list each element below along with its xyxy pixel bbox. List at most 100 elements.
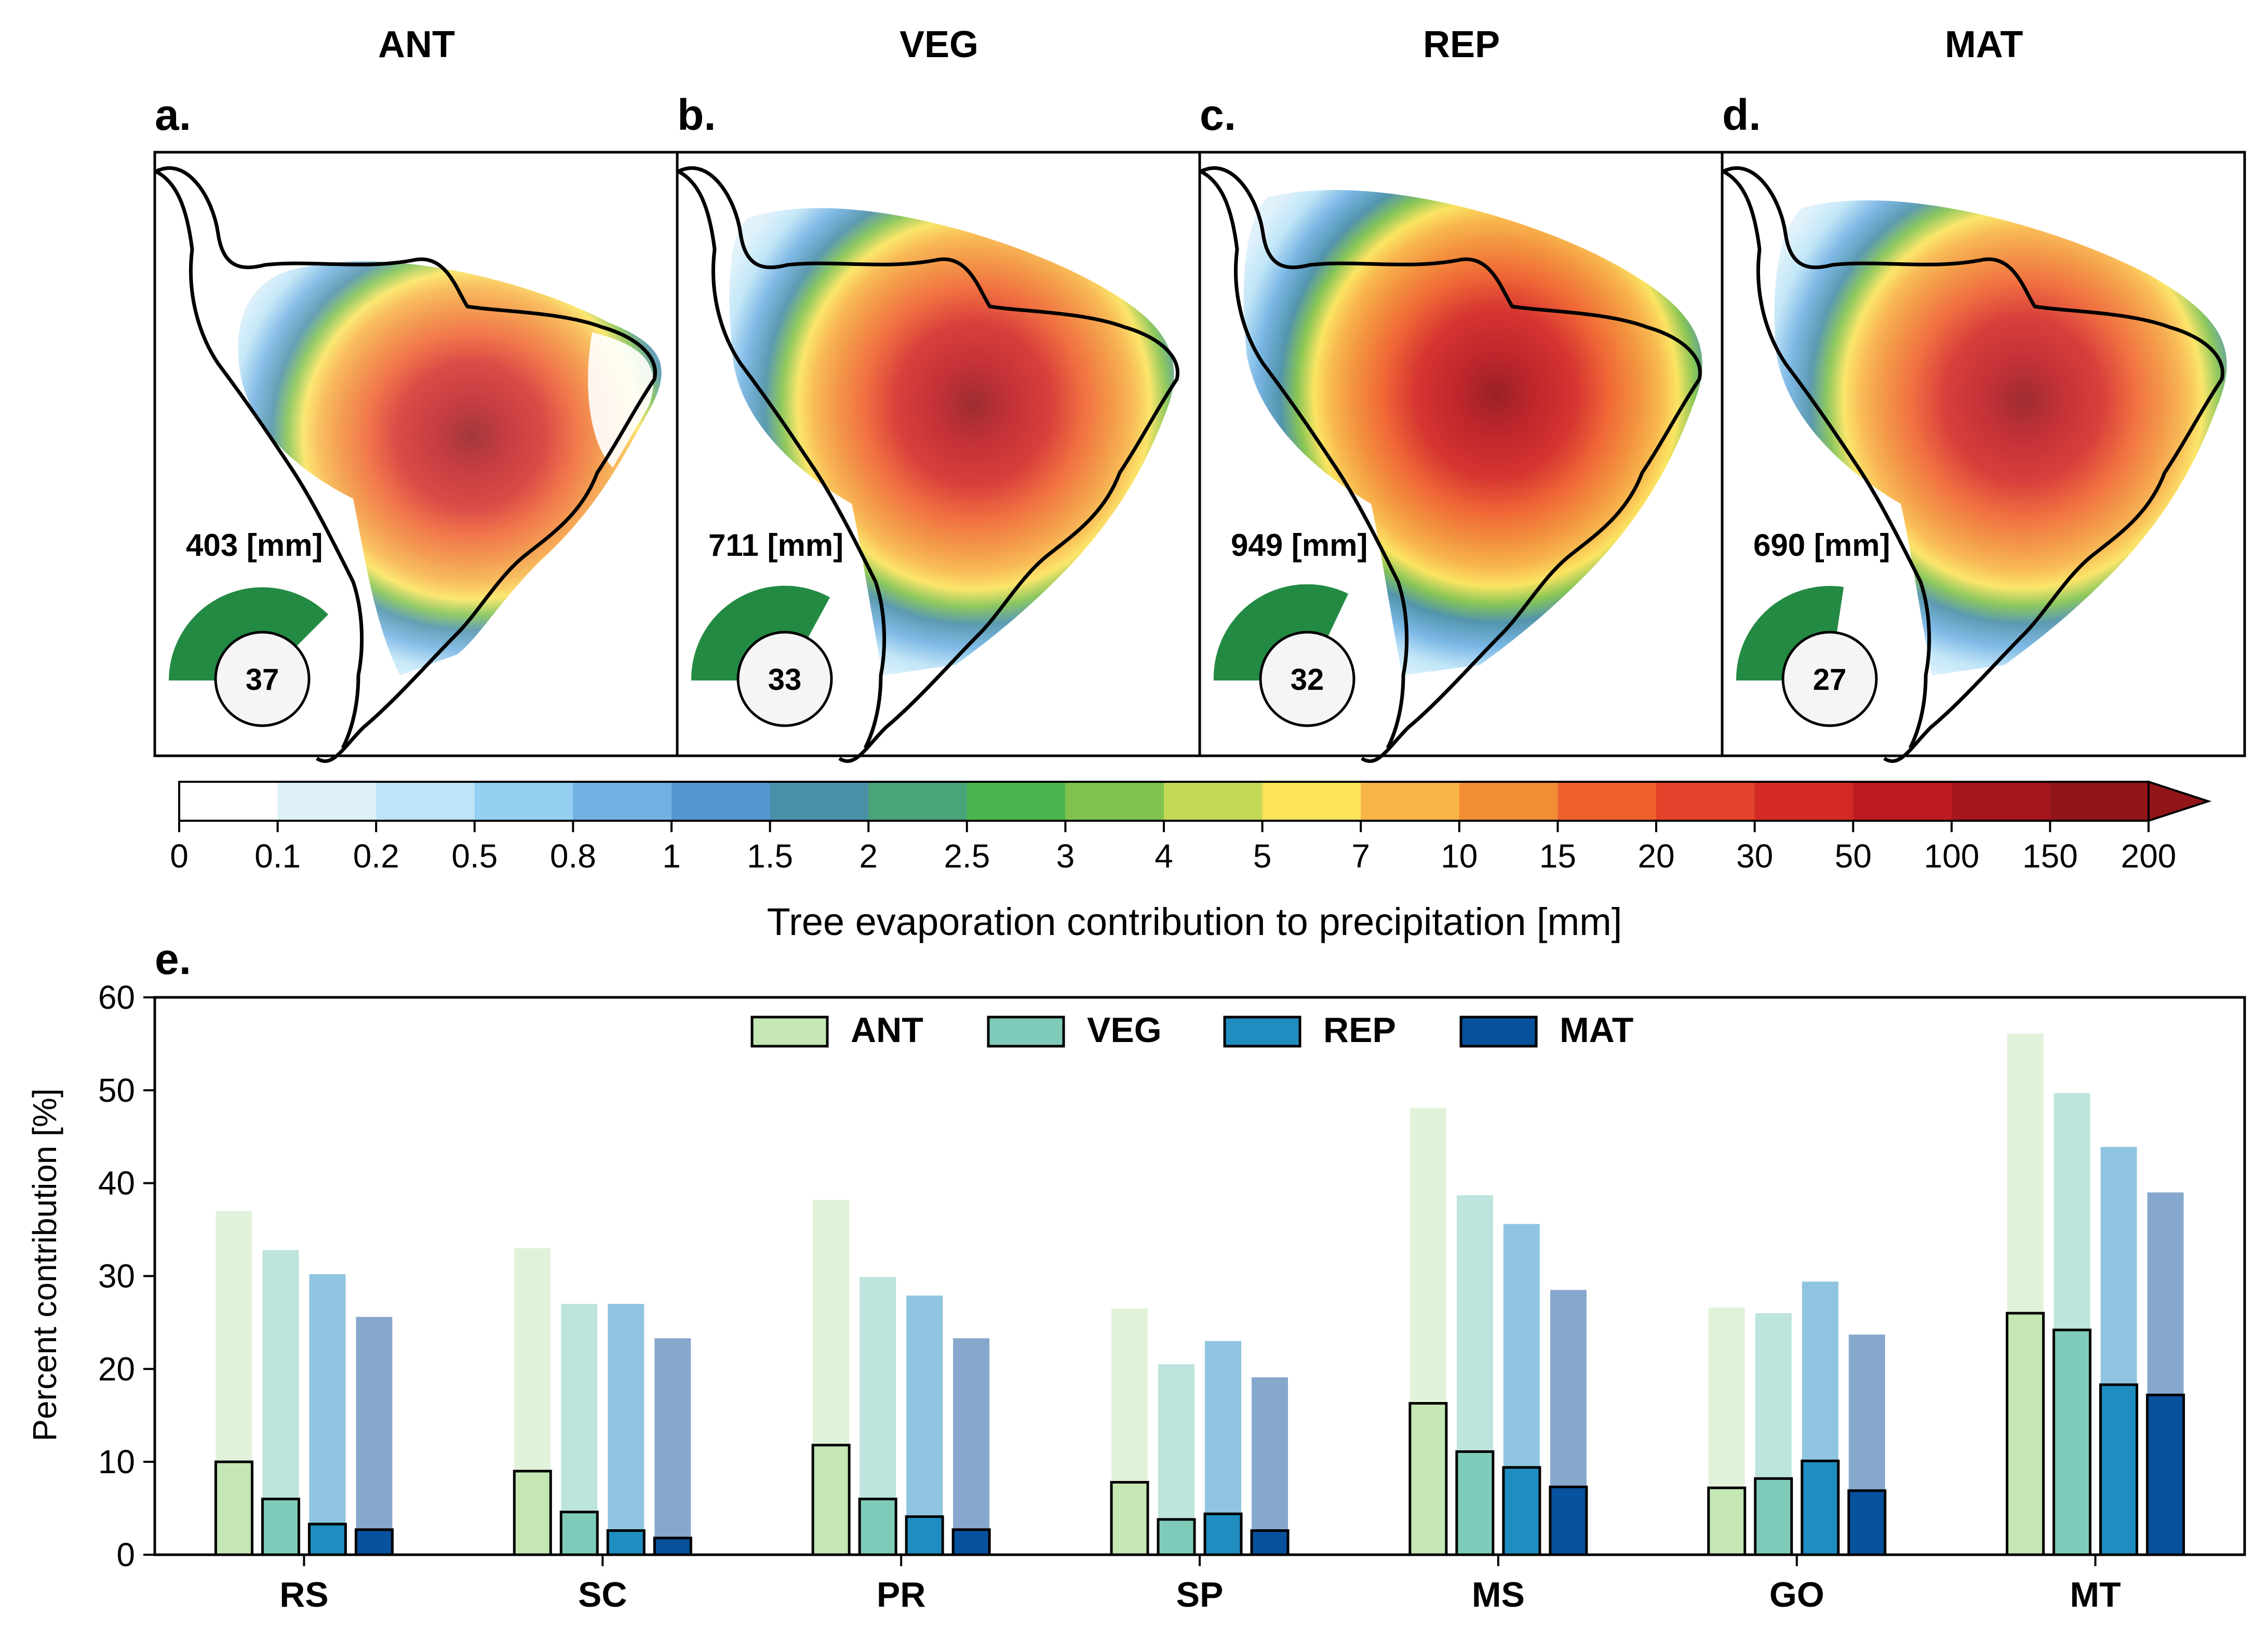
bar-veg	[1455, 1450, 1495, 1556]
plot-frame	[153, 996, 2246, 1556]
legend-label-ant: ANT	[851, 1010, 923, 1050]
map-panel-veg: VEG b. 711 [mm] 33	[676, 24, 1201, 763]
bar-mat	[1250, 1529, 1290, 1556]
y-tick-label: 30	[98, 1258, 135, 1295]
y-tick-label: 0	[116, 1536, 135, 1573]
y-axis-label: Percent contribution [%]	[26, 1088, 63, 1441]
percent-label: 32	[1291, 663, 1324, 697]
map-heat-area	[1243, 190, 1702, 675]
colorbar-tick-label: 0.1	[254, 837, 301, 875]
colorbar-swatch	[1558, 782, 1657, 821]
map-coastline	[1200, 166, 1702, 763]
colorbar-swatch	[1754, 782, 1854, 821]
colorbar-label: Tree evaporation contribution to precipi…	[767, 900, 1622, 943]
x-tick-label: SC	[578, 1575, 627, 1614]
bar-ant	[811, 1444, 851, 1556]
colorbar-tick-label: 7	[1351, 837, 1370, 875]
bar-rep	[1801, 1459, 1840, 1556]
colorbar-extend-arrow	[2148, 780, 2212, 822]
bar-mat	[653, 1537, 692, 1556]
bar-mat	[1847, 1489, 1887, 1556]
colorbar-swatch	[474, 782, 573, 821]
legend-label-mat: MAT	[1560, 1010, 1633, 1050]
colorbar-swatches	[178, 780, 2212, 822]
bar-rep	[606, 1529, 646, 1556]
bar-veg	[1754, 1477, 1793, 1556]
colorbar-tick-label: 5	[1253, 837, 1272, 875]
total-label: 403 [mm]	[186, 528, 323, 563]
colorbar-ticks: 0 0.1 0.2 0.5 0.8 1 1.5 2 2.5 3 4 5 7 10 15 20 30 50 100 15…	[170, 821, 2176, 875]
bar-veg	[1157, 1518, 1196, 1556]
y-axis-ticks: 0 10 20 30 40 50 60	[98, 979, 155, 1573]
colorbar-tick-label: 150	[2022, 837, 2078, 875]
colorbar-tick-label: 50	[1835, 837, 1872, 875]
percent-label: 37	[246, 663, 279, 697]
legend-swatch-ant	[750, 1016, 829, 1048]
map-title: VEG	[900, 24, 978, 65]
legend-swatch-rep	[1223, 1016, 1301, 1048]
x-tick-label: RS	[279, 1575, 328, 1614]
colorbar-tick-label: 0.2	[353, 837, 399, 875]
pie-indicator: 33	[691, 585, 833, 727]
y-tick-label: 60	[98, 979, 135, 1016]
panel-letter: b.	[677, 90, 716, 139]
bar-total-mat	[654, 1338, 691, 1555]
colorbar-tick-label: 30	[1736, 837, 1773, 875]
colorbar-tick-label: 20	[1638, 837, 1674, 875]
x-tick-label: MT	[2070, 1575, 2121, 1614]
bar-veg	[2052, 1328, 2092, 1556]
colorbar-tick-label: 1.5	[747, 837, 793, 875]
panel-letter: d.	[1722, 90, 1761, 139]
colorbar-swatch	[1853, 782, 1952, 821]
x-tick-label: PR	[877, 1575, 925, 1614]
map-panel-ant: ANT a. 403 [mm] 37	[153, 24, 679, 763]
colorbar-swatch	[2050, 782, 2149, 821]
bar-veg	[559, 1511, 599, 1556]
map-coastline	[1722, 166, 2224, 763]
colorbar-tick-label: 3	[1056, 837, 1075, 875]
colorbar-swatch	[1262, 782, 1361, 821]
map-panel-mat: MAT d. 690 [mm] 27	[1721, 24, 2246, 763]
bar-mat	[354, 1528, 394, 1556]
y-tick-label: 10	[98, 1443, 135, 1480]
colorbar-swatch	[868, 782, 968, 821]
map-panel-rep: REP c. 949 [mm] 32	[1198, 24, 1724, 763]
percent-circle	[736, 631, 833, 727]
x-axis-ticks: RS SC PR SP MS GO MT	[279, 1555, 2121, 1614]
bar-total-rep	[309, 1274, 346, 1555]
bar-total-mat	[1252, 1377, 1288, 1555]
panel-letter: c.	[1200, 90, 1236, 139]
colorbar-tick-label: 0.8	[550, 837, 596, 875]
colorbar-tick-label: 2	[859, 837, 878, 875]
colorbar-tick-label: 10	[1441, 837, 1478, 875]
colorbar-swatch	[1656, 782, 1755, 821]
colorbar-swatch	[1951, 782, 2050, 821]
colorbar-swatch	[1164, 782, 1263, 821]
colorbar-swatch	[376, 782, 475, 821]
bar-mat	[1549, 1485, 1588, 1556]
map-title: ANT	[378, 24, 455, 65]
bars	[214, 1033, 2185, 1556]
bar-mat	[951, 1528, 991, 1556]
total-label: 949 [mm]	[1231, 528, 1367, 563]
pie-indicator: 32	[1213, 584, 1356, 727]
bar-mat	[2146, 1393, 2185, 1556]
bar-total-rep	[906, 1296, 943, 1555]
bar-rep	[2099, 1383, 2139, 1556]
pie-indicator: 37	[169, 587, 328, 727]
map-frame	[1721, 151, 2246, 757]
percent-label: 27	[1813, 663, 1847, 697]
bar-total-rep	[608, 1304, 645, 1555]
colorbar-swatch	[1065, 782, 1164, 821]
panel-letter: e.	[155, 935, 191, 983]
bar-rep	[905, 1515, 944, 1556]
colorbar-swatch	[277, 782, 377, 821]
bar-rep	[1203, 1512, 1243, 1556]
y-tick-label: 20	[98, 1350, 135, 1387]
colorbar-tick-label: 100	[1924, 837, 1979, 875]
bar-ant	[1110, 1481, 1149, 1556]
colorbar-swatch	[573, 782, 672, 821]
legend-label-veg: VEG	[1087, 1010, 1162, 1050]
x-tick-label: MS	[1472, 1575, 1525, 1614]
total-label: 690 [mm]	[1753, 528, 1890, 563]
